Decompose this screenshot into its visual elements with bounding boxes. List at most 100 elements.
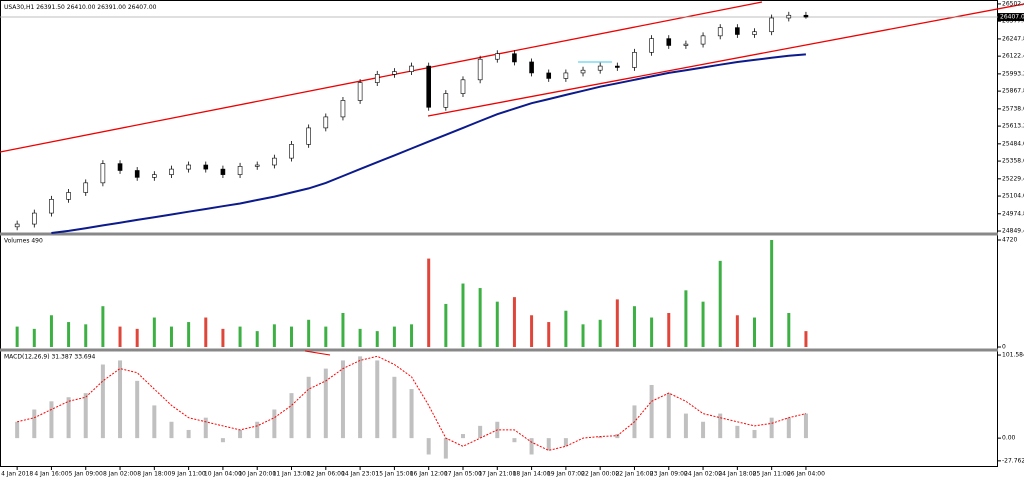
macd-bar: [752, 429, 757, 439]
x-tick-label: 14 Jan 23:01: [341, 471, 379, 478]
candle-body: [169, 168, 174, 175]
macd-bar: [15, 421, 20, 439]
candle-body: [477, 58, 483, 81]
candle-body: [66, 192, 71, 200]
candle-body: [49, 199, 54, 214]
macd-bar: [598, 436, 603, 439]
volume-bar: [804, 331, 808, 347]
volume-bar: [255, 331, 259, 347]
volume-bar: [650, 317, 654, 347]
x-tick-label: 9 Jan 11:00: [172, 471, 206, 478]
candle-body: [529, 61, 534, 74]
x-tick-label: 22 Jan 16:00: [615, 471, 653, 478]
x-tick-label: 8 Jan 02:00: [103, 471, 137, 478]
volume-bar: [770, 240, 774, 347]
volume-bar: [15, 326, 19, 347]
y-tick-label: 0: [1002, 344, 1006, 351]
candle-body: [117, 163, 123, 171]
x-tick-label: 10 Jan 20:00: [238, 471, 276, 478]
macd-bar: [203, 417, 208, 439]
volume-bar: [392, 326, 396, 347]
candle-body: [752, 31, 757, 35]
macd-bar: [443, 438, 448, 459]
candle-body: [409, 65, 414, 72]
candle-body: [31, 212, 37, 225]
volume-bar: [32, 328, 36, 347]
y-tick-label: 25738.60: [1002, 105, 1024, 112]
x-tick-label: 17 Jan 05:00: [444, 471, 482, 478]
y-tick-label: 24849.40: [1002, 228, 1024, 235]
macd-bar: [546, 438, 551, 451]
x-tick-label: 24 Jan 18:00: [718, 471, 756, 478]
volume-bar: [272, 324, 276, 347]
volume-bar: [547, 322, 551, 347]
x-tick-label: 19 Jan 07:00: [547, 471, 585, 478]
volume-bar: [221, 328, 225, 347]
macd-bar: [529, 438, 534, 455]
candle-body: [426, 65, 431, 108]
candle-body: [580, 69, 586, 74]
y-tick-label: -27.762: [1002, 457, 1024, 464]
trend-line: [304, 350, 331, 356]
x-tick-label: 17 Jan 21:00: [478, 471, 516, 478]
macd-bar: [323, 368, 328, 439]
volume-bar: [478, 288, 482, 347]
volume-bar: [444, 303, 448, 347]
candle-body: [803, 14, 809, 18]
volume-bar: [358, 328, 362, 347]
x-tick-label: 11 Jan 13:00: [273, 471, 311, 478]
volume-bar: [169, 326, 173, 347]
candle-body: [769, 17, 774, 33]
candle-body: [306, 127, 311, 145]
chart-title: USA30,H1 26391.50 26410.00 26391.00 2640…: [4, 4, 157, 11]
macd-bar: [358, 356, 363, 439]
candle-body: [632, 52, 637, 68]
volume-bar: [118, 326, 122, 347]
macd-bar: [460, 434, 465, 439]
volume-bar: [667, 312, 671, 347]
y-tick-label: 25613.20: [1002, 123, 1024, 130]
candle-body: [357, 82, 363, 101]
x-tick-label: 10 Jan 04:00: [204, 471, 242, 478]
volume-bar: [718, 260, 722, 347]
candle-body: [683, 43, 689, 46]
candle-body: [254, 164, 260, 167]
volume-bar: [753, 317, 757, 347]
candle-body: [460, 79, 466, 94]
candle-body: [374, 74, 380, 83]
macd-bar: [100, 364, 105, 439]
y-tick-label: 26122.40: [1002, 53, 1024, 60]
volume-bar: [290, 326, 294, 347]
macd-bar: [220, 438, 225, 443]
macd-bar: [803, 413, 808, 439]
macd-bar: [649, 384, 654, 439]
candle-body: [443, 93, 449, 108]
macd-bar: [289, 393, 294, 439]
candle-body: [203, 164, 209, 170]
volume-bar: [187, 322, 191, 347]
macd-bar: [512, 438, 517, 443]
macd-bar: [735, 425, 740, 439]
macd-bar: [66, 397, 71, 439]
macd-bar: [426, 438, 431, 455]
y-tick-label: 25358.60: [1002, 158, 1024, 165]
line-series: [51, 53, 806, 234]
volume-bar: [101, 306, 105, 347]
macd-bar: [272, 409, 277, 439]
line-series: [16, 355, 807, 451]
macd-bar: [701, 421, 706, 439]
candle-body: [134, 170, 140, 178]
volume-bar: [410, 324, 414, 347]
candle-body: [100, 163, 106, 184]
macd-bar: [375, 360, 380, 439]
y-tick-label: 25229.40: [1002, 175, 1024, 182]
volume-bar: [375, 331, 379, 347]
macd-bar: [169, 421, 174, 439]
x-tick-label: 23 Jan 09:00: [650, 471, 688, 478]
x-tick-label: 22 Jan 00:00: [581, 471, 619, 478]
y-tick-label: 25104.00: [1002, 193, 1024, 200]
x-tick-label: 24 Jan 02:00: [684, 471, 722, 478]
pane-title: Volumes 490: [4, 238, 43, 245]
volume-bar: [530, 315, 534, 347]
